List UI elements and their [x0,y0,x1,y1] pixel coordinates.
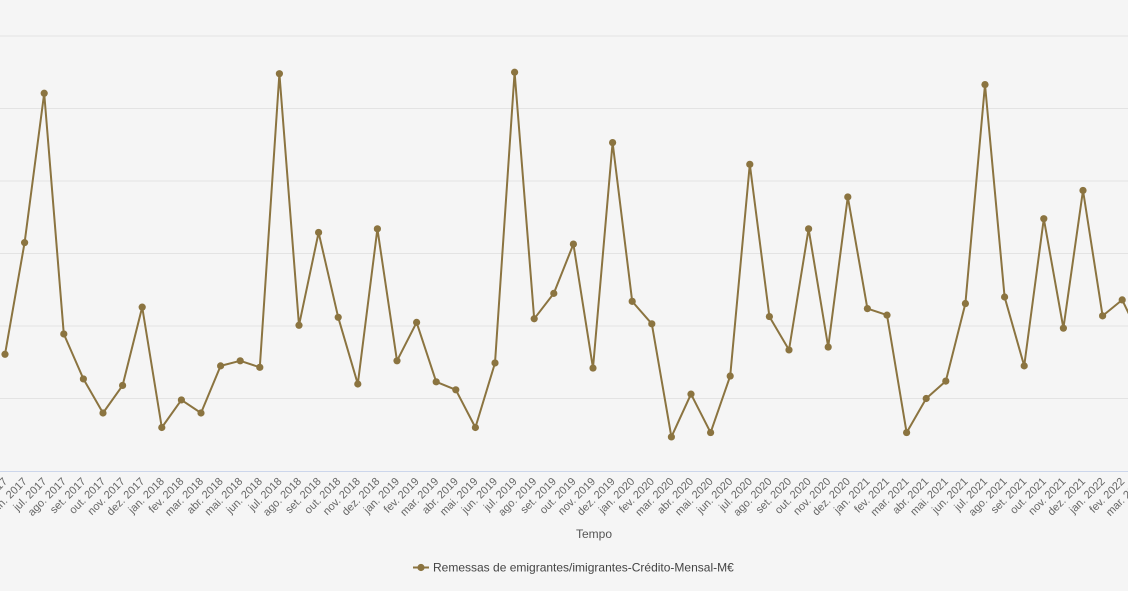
data-point[interactable] [138,303,146,311]
data-point[interactable] [334,313,342,321]
data-point[interactable] [60,330,68,338]
data-point[interactable] [158,423,166,432]
data-point[interactable] [177,396,185,404]
data-point[interactable] [40,89,48,97]
legend-dot-marker [417,563,425,572]
data-point[interactable] [79,375,87,383]
data-point[interactable] [1079,186,1087,195]
data-point[interactable] [550,289,558,297]
data-point[interactable] [981,80,989,89]
data-point[interactable] [1059,324,1067,332]
data-point[interactable] [961,299,970,308]
data-point[interactable] [844,193,852,201]
data-point[interactable] [1001,293,1009,301]
data-point[interactable] [217,362,225,370]
data-point[interactable] [510,68,519,76]
series-group [1,68,1128,441]
data-point[interactable] [275,70,283,78]
data-point[interactable] [393,357,401,365]
data-point[interactable] [99,409,107,417]
data-point[interactable] [1,350,9,358]
data-point[interactable] [354,380,362,388]
data-point[interactable] [491,359,499,367]
data-point[interactable] [922,394,930,403]
data-point[interactable] [687,390,695,398]
data-point[interactable] [530,315,538,323]
gridlines [0,35,1128,399]
data-point[interactable] [667,433,676,441]
legend[interactable]: Remessas de emigrantes/imigrantes-Crédit… [413,561,734,575]
data-point[interactable] [883,311,891,319]
data-point[interactable] [707,428,715,437]
data-point[interactable] [805,225,813,233]
data-point[interactable] [1118,296,1126,304]
x-axis-title: Tempo [576,527,612,541]
data-point[interactable] [628,297,636,305]
data-point[interactable] [746,160,754,168]
data-point[interactable] [765,312,774,321]
legend-label: Remessas de emigrantes/imigrantes-Crédit… [433,561,734,575]
data-point[interactable] [256,363,264,371]
data-point[interactable] [315,228,323,237]
data-point[interactable] [824,343,832,351]
data-point[interactable] [785,346,793,354]
data-point[interactable] [21,239,29,247]
data-point[interactable] [903,428,911,437]
data-point[interactable] [863,305,872,313]
series-line [4,71,1128,438]
data-point[interactable] [1020,362,1028,370]
data-point[interactable] [942,377,950,385]
data-point[interactable] [236,357,244,365]
data-point[interactable] [197,409,205,417]
data-point[interactable] [413,318,421,326]
data-point[interactable] [432,378,440,386]
data-point[interactable] [452,386,460,394]
data-point[interactable] [569,240,578,248]
data-point[interactable] [1040,215,1048,223]
data-point[interactable] [589,364,597,372]
data-point[interactable] [609,138,617,147]
data-point[interactable] [1099,312,1107,320]
data-point[interactable] [119,381,127,390]
data-point[interactable] [471,423,479,432]
data-point[interactable] [373,225,381,233]
data-point[interactable] [648,320,656,328]
data-point[interactable] [726,372,734,380]
data-point[interactable] [295,321,303,329]
